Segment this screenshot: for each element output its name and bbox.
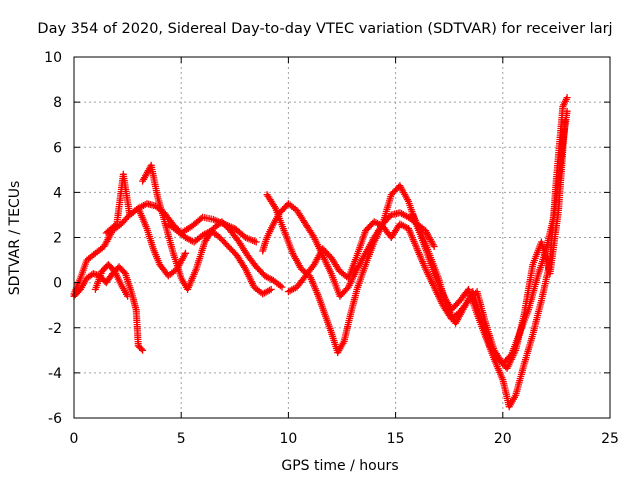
data-points — [70, 94, 571, 411]
data-point — [124, 292, 132, 300]
y-tick-label: -2 — [48, 321, 62, 337]
chart-title: Day 354 of 2020, Sidereal Day-to-day VTE… — [37, 21, 612, 37]
y-axis-label: SDTVAR / TECUs — [7, 181, 23, 296]
y-tick-label: 6 — [53, 140, 62, 156]
data-point — [563, 107, 571, 115]
data-point — [137, 345, 145, 353]
data-point — [267, 285, 275, 293]
data-point — [182, 249, 189, 257]
y-tick-label: 4 — [53, 185, 62, 201]
series-arc-6 — [164, 220, 275, 298]
data-point — [278, 283, 286, 291]
axis-ticks: 0 5 10 15 20 25 -6 -4 -2 0 2 4 6 8 10 — [44, 50, 619, 447]
gridlines — [74, 57, 610, 418]
x-tick-label: 25 — [601, 431, 619, 447]
y-tick-label: 8 — [53, 95, 62, 111]
series-arc-10 — [409, 116, 569, 372]
y-tick-label: -4 — [48, 366, 62, 382]
y-tick-label: 0 — [53, 276, 62, 292]
data-point — [139, 346, 147, 354]
data-point — [563, 94, 571, 102]
y-tick-label: 10 — [44, 50, 62, 66]
x-tick-label: 20 — [494, 431, 512, 447]
x-tick-label: 15 — [387, 431, 405, 447]
data-point — [561, 116, 569, 124]
x-tick-label: 10 — [279, 431, 297, 447]
x-axis-label: GPS time / hours — [281, 458, 398, 474]
x-tick-label: 0 — [70, 431, 79, 447]
y-tick-label: 2 — [53, 231, 62, 247]
data-point — [430, 243, 438, 250]
series-arc-5 — [139, 161, 286, 293]
data-point — [252, 238, 260, 246]
series-arc-3 — [91, 261, 132, 300]
series-arc-4 — [102, 170, 189, 280]
y-tick-label: -6 — [48, 411, 62, 427]
x-tick-label: 5 — [177, 431, 186, 447]
